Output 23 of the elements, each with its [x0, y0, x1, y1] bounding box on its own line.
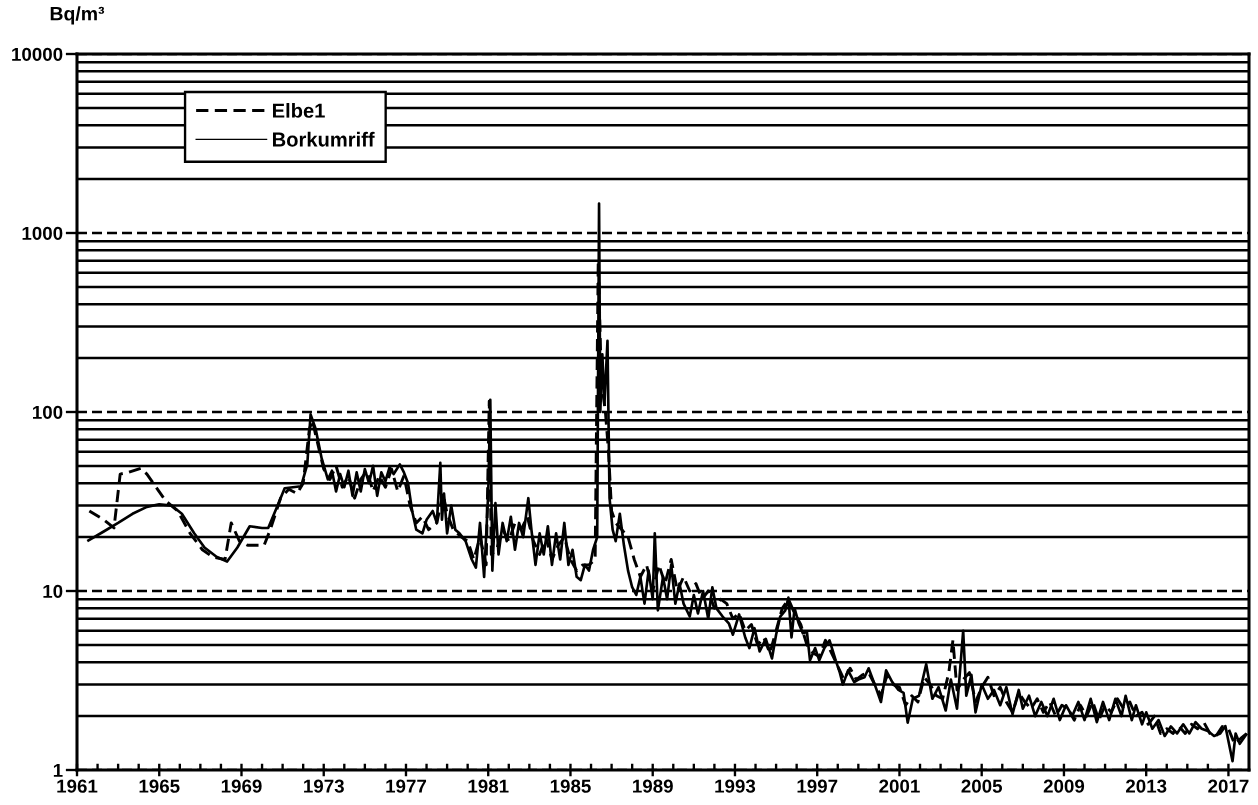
x-tick-label: 2013: [1125, 779, 1167, 793]
y-axis-title: Bq/m³: [50, 6, 105, 25]
y-tick-label: 1000: [22, 226, 63, 240]
x-tick-label: 1989: [633, 779, 673, 793]
legend-label: Borkumriff: [273, 131, 375, 147]
legend-label: Elbe1: [273, 103, 325, 118]
x-tick-label: 2009: [1043, 779, 1085, 793]
x-tick-label: 1997: [797, 779, 838, 793]
x-tick-label: 1961: [57, 779, 98, 793]
x-tick-label: 1993: [715, 779, 756, 793]
x-tick-label: 2001: [879, 779, 920, 793]
x-tick-label: 1965: [139, 779, 180, 793]
x-tick-label: 1985: [550, 779, 591, 793]
x-tick-label: 2017: [1208, 779, 1249, 793]
x-tick-label: 2005: [961, 779, 1003, 793]
y-tick-label: 10: [43, 584, 63, 598]
x-tick-label: 1977: [386, 779, 427, 793]
x-tick-label: 1981: [468, 779, 509, 793]
x-tick-label: 1969: [221, 779, 262, 793]
y-tick-label: 1: [53, 763, 63, 777]
y-tick-label: 100: [33, 405, 63, 419]
y-tick-label: 10000: [12, 47, 63, 61]
x-tick-label: 1973: [304, 779, 344, 793]
